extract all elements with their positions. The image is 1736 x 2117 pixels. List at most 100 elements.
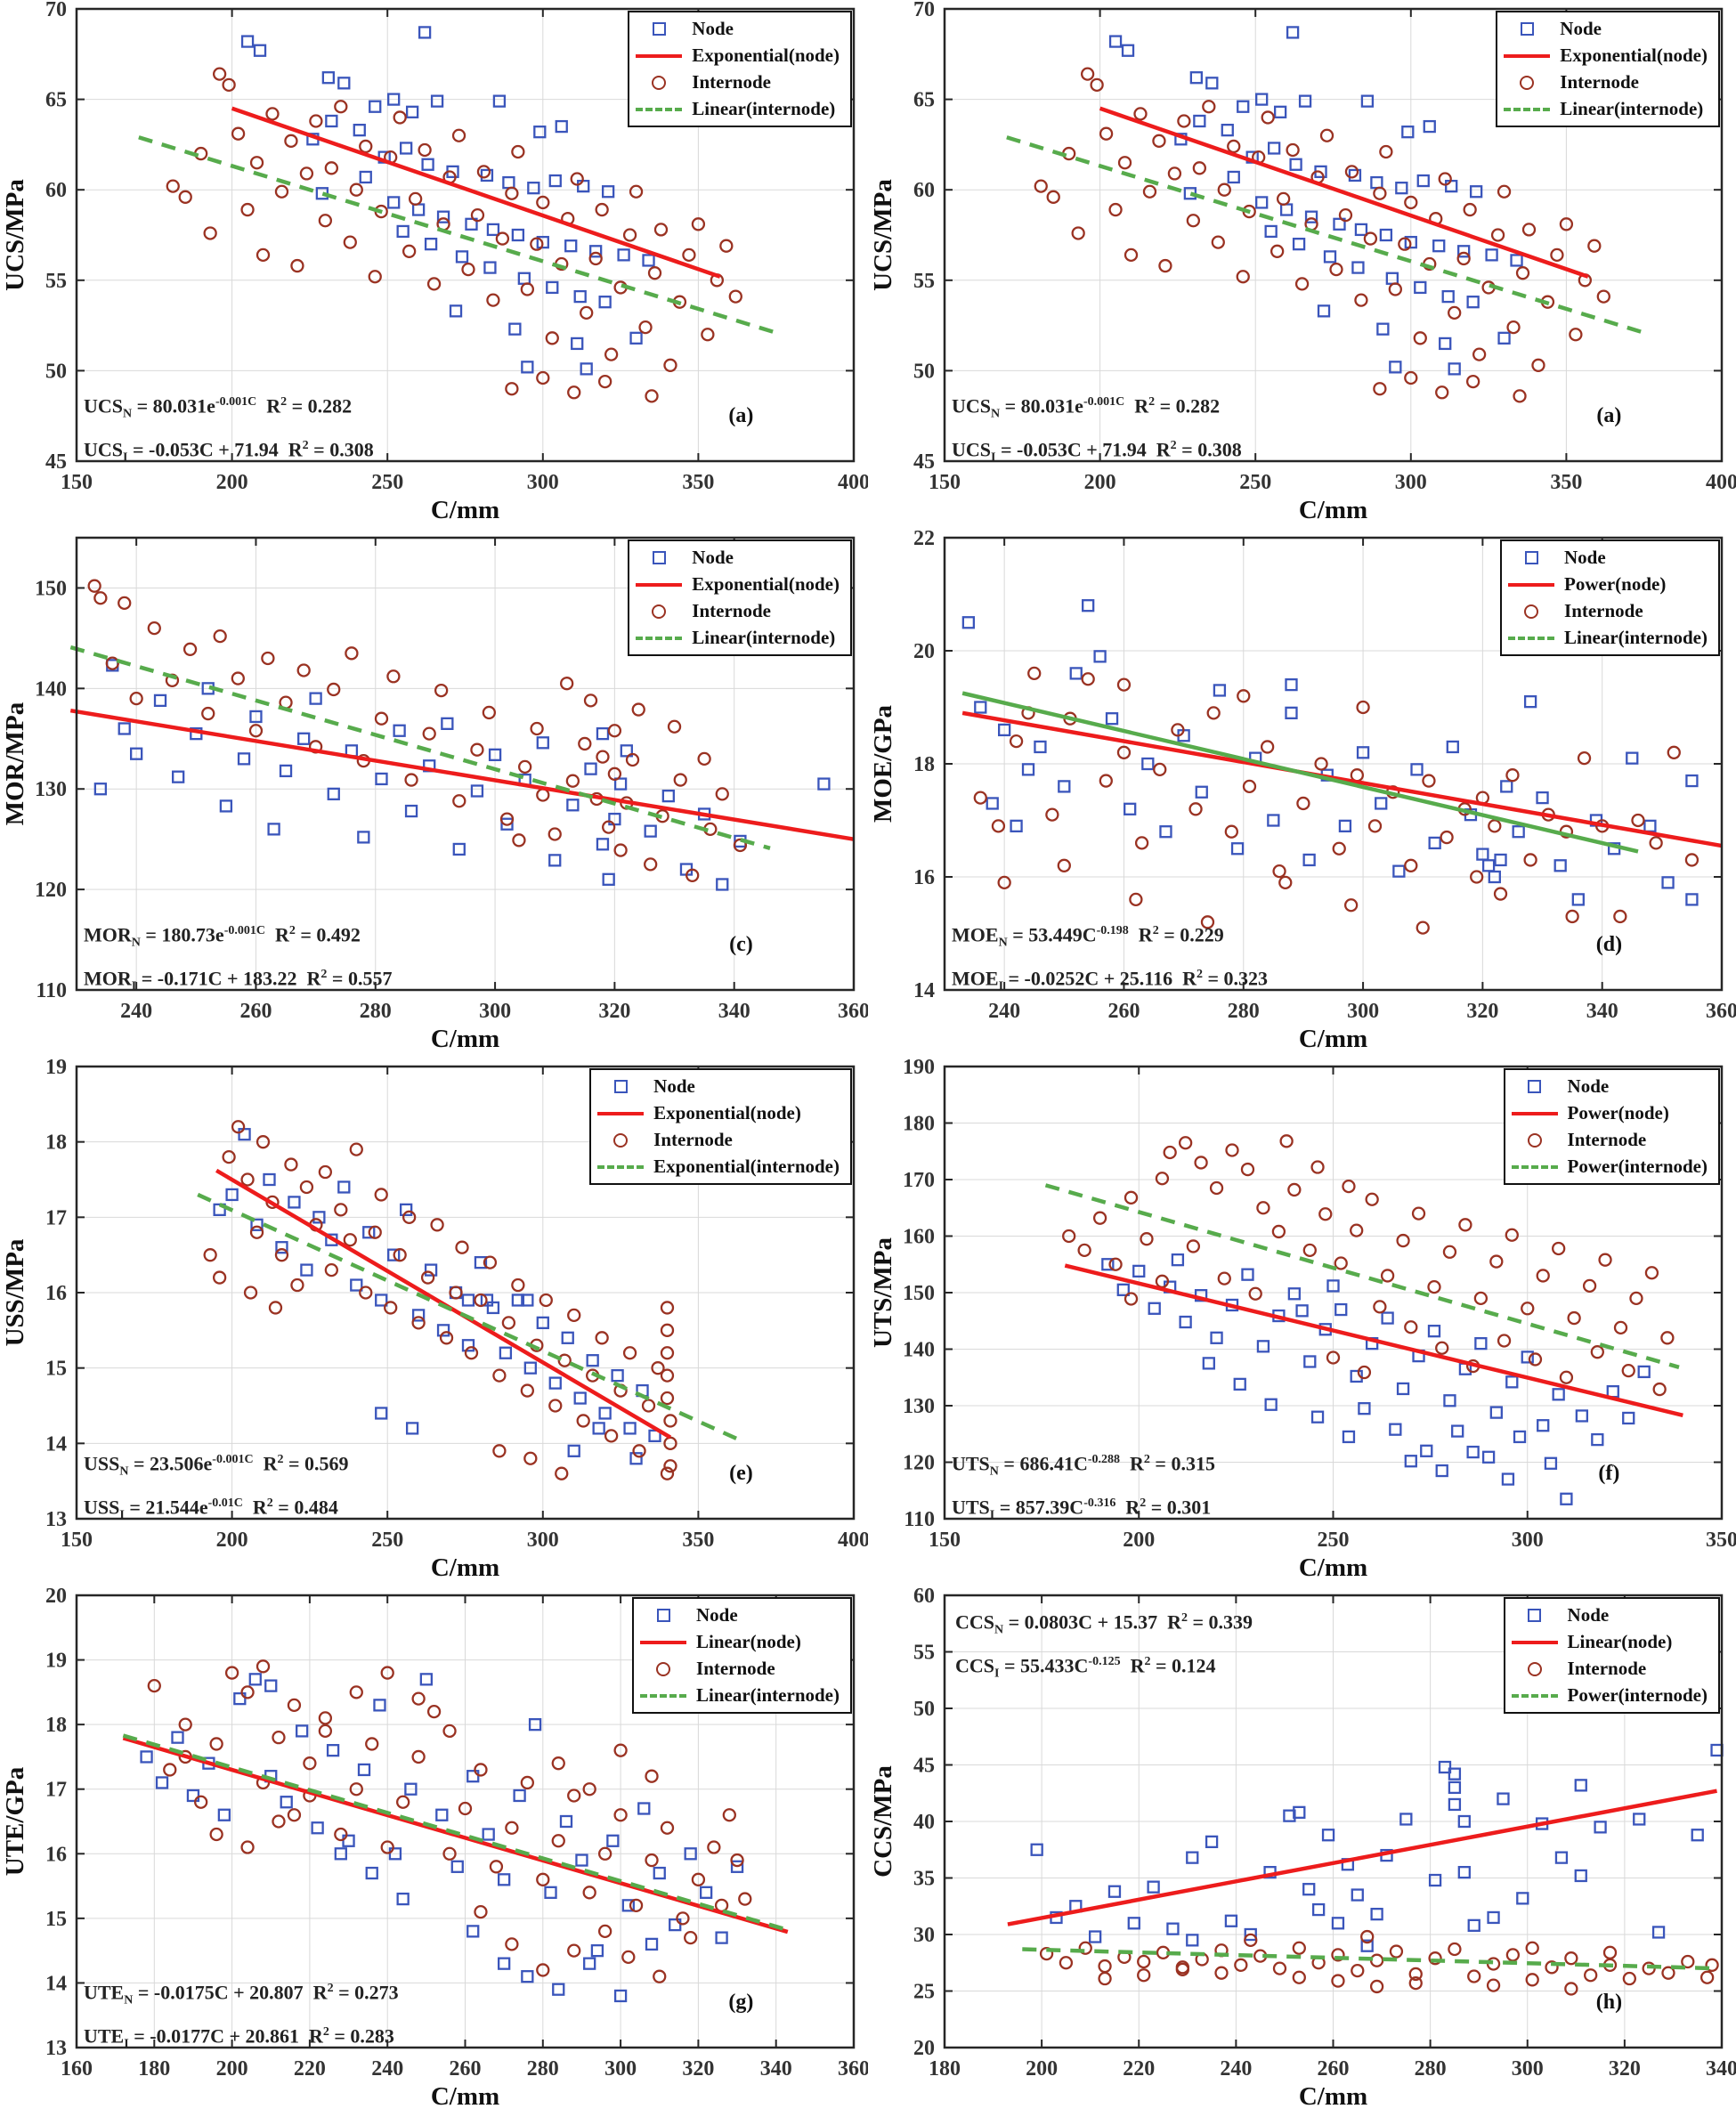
fit-equations: UCSN = 80.031e-0.001C R2 = 0.282 UCSI = -… bbox=[952, 386, 1242, 473]
panel-letter: (e) bbox=[729, 1462, 753, 1485]
svg-text:350: 350 bbox=[1550, 471, 1582, 494]
svg-text:35: 35 bbox=[913, 1868, 935, 1891]
legend-label: Linear(internode) bbox=[1560, 98, 1704, 119]
legend-item: Node bbox=[635, 546, 840, 570]
green-dash-icon bbox=[1503, 107, 1551, 111]
green-dash-icon bbox=[596, 1164, 645, 1169]
legend-label: Linear(internode) bbox=[692, 627, 836, 648]
x-tick-labels: 150 200 250 300 350 bbox=[929, 1529, 1736, 1552]
blue-square-icon bbox=[1503, 22, 1551, 36]
svg-text:180: 180 bbox=[138, 2057, 170, 2080]
equation-line: UCSI = -0.053C + 71.94 R2 = 0.308 bbox=[952, 438, 1242, 465]
internode-points bbox=[166, 67, 742, 403]
equation-line: USSI = 21.544e-0.01C R2 = 0.484 bbox=[84, 1496, 338, 1522]
legend-label: Power(node) bbox=[1567, 1102, 1669, 1123]
legend-item: Exponential(node) bbox=[635, 44, 840, 68]
legend-label: Node bbox=[1567, 1604, 1610, 1626]
legend-item: Linear(internode) bbox=[635, 97, 840, 121]
y-axis-label: UCS/MPa bbox=[1, 179, 29, 291]
y-tick-labels: 13 14 15 16 17 18 19 bbox=[45, 1058, 67, 1531]
svg-text:160: 160 bbox=[903, 1226, 935, 1249]
equation-line: CCSI = 55.433C-0.125 R2 = 0.124 bbox=[955, 1654, 1216, 1681]
svg-text:14: 14 bbox=[45, 1432, 67, 1456]
y-tick-labels: 110 120 130 140 150 160 170 180 190 bbox=[903, 1058, 935, 1531]
tick-marks bbox=[945, 537, 1723, 991]
legend-label: Internode bbox=[692, 600, 771, 621]
legend-label: Node bbox=[1560, 18, 1602, 39]
x-axis-label: C/mm bbox=[1299, 496, 1367, 524]
svg-text:280: 280 bbox=[360, 1000, 392, 1023]
chart-panel-f: 150 200 250 300 350 110 120 130 140 150 160 170 180 1… bbox=[868, 1058, 1736, 1586]
svg-text:16: 16 bbox=[913, 866, 935, 889]
svg-text:18: 18 bbox=[45, 1714, 67, 1737]
legend-label: Exponential(node) bbox=[653, 1102, 801, 1123]
chart-panel-a2: 150 200 250 300 350 400 45 50 55 60 65 70 C/mm UCS/MP… bbox=[868, 0, 1736, 529]
svg-text:18: 18 bbox=[913, 753, 935, 776]
legend: Node Exponential(node) Internode Linear(int… bbox=[628, 11, 852, 127]
panel-letter: (g) bbox=[728, 1991, 753, 2014]
green-dash-icon bbox=[1511, 1164, 1559, 1169]
legend-item: Linear(internode) bbox=[1503, 97, 1708, 121]
x-tick-labels: 240 260 280 300 320 340 360 bbox=[988, 1000, 1736, 1023]
svg-text:13: 13 bbox=[45, 2037, 67, 2060]
legend-item: Internode bbox=[1511, 1657, 1708, 1681]
y-axis-label: UTS/MPa bbox=[869, 1237, 897, 1348]
x-tick-labels: 160 180 200 220 240 260 280 300 320 340 360 bbox=[61, 2057, 868, 2080]
legend-item: Internode bbox=[635, 70, 840, 94]
blue-square-icon bbox=[1511, 1609, 1559, 1622]
blue-square-icon bbox=[1511, 1080, 1559, 1093]
svg-text:320: 320 bbox=[598, 1000, 630, 1023]
chart-d-plot: 240 260 280 300 320 340 360 14 16 18 20 22 C/mm MOE/G… bbox=[869, 529, 1736, 1053]
equation-line: UTEI = -0.0177C + 20.861 R2 = 0.283 bbox=[84, 2024, 394, 2051]
y-tick-labels: 45 50 55 60 65 70 bbox=[913, 0, 935, 474]
chart-panel-e: 150 200 250 300 350 400 13 14 15 16 17 18 19 C/mm USS/… bbox=[0, 1058, 868, 1586]
svg-text:65: 65 bbox=[913, 89, 935, 112]
internode-fit-line bbox=[122, 1733, 789, 1933]
svg-text:40: 40 bbox=[913, 1811, 935, 1834]
red-circle-icon bbox=[1507, 604, 1555, 619]
equation-line: USSN = 23.506e-0.001C R2 = 0.569 bbox=[84, 1452, 349, 1479]
fit-equations: MOEN = 53.449C-0.198 R2 = 0.229 MOEI = -0… bbox=[952, 915, 1268, 1002]
red-line-icon bbox=[1511, 1640, 1559, 1644]
legend-label: Linear(node) bbox=[696, 1631, 801, 1652]
legend-item: Power(node) bbox=[1507, 572, 1708, 596]
svg-text:60: 60 bbox=[913, 179, 935, 202]
y-tick-labels: 14 16 18 20 22 bbox=[913, 529, 935, 1002]
internode-points bbox=[87, 579, 748, 882]
equation-line: CCSN = 0.0803C + 15.37 R2 = 0.339 bbox=[955, 1610, 1253, 1637]
equation-line: UCSN = 80.031e-0.001C R2 = 0.282 bbox=[84, 394, 353, 421]
x-tick-labels: 150 200 250 300 350 400 bbox=[61, 1529, 868, 1552]
svg-text:15: 15 bbox=[45, 1908, 67, 1931]
internode-points bbox=[1034, 67, 1610, 403]
svg-text:240: 240 bbox=[1220, 2057, 1252, 2080]
svg-text:180: 180 bbox=[929, 2057, 961, 2080]
svg-text:50: 50 bbox=[913, 1698, 935, 1721]
fit-equations: UTEN = -0.0175C + 20.807 R2 = 0.273 UTEI … bbox=[84, 1973, 399, 2059]
red-line-icon bbox=[1511, 1111, 1559, 1115]
svg-text:140: 140 bbox=[903, 1339, 935, 1362]
svg-text:280: 280 bbox=[527, 2057, 559, 2080]
svg-text:400: 400 bbox=[838, 471, 868, 494]
svg-text:60: 60 bbox=[913, 1586, 935, 1608]
legend-label: Internode bbox=[696, 1658, 775, 1679]
legend-label: Node bbox=[696, 1604, 738, 1626]
equation-line: MOEN = 53.449C-0.198 R2 = 0.229 bbox=[952, 923, 1224, 950]
svg-text:110: 110 bbox=[36, 979, 67, 1002]
svg-text:320: 320 bbox=[682, 2057, 714, 2080]
node-points bbox=[140, 1673, 744, 2003]
svg-text:150: 150 bbox=[929, 1529, 961, 1552]
equation-line: UCSN = 80.031e-0.001C R2 = 0.282 bbox=[952, 394, 1221, 421]
svg-text:55: 55 bbox=[45, 270, 67, 293]
svg-text:300: 300 bbox=[479, 1000, 511, 1023]
axes-box bbox=[943, 7, 1724, 463]
blue-square-icon bbox=[1507, 551, 1555, 564]
x-axis-label: C/mm bbox=[431, 1553, 499, 1582]
green-dash-icon bbox=[1511, 1693, 1559, 1698]
legend-label: Node bbox=[1567, 1075, 1610, 1097]
svg-text:200: 200 bbox=[216, 471, 248, 494]
legend-item: Node bbox=[1511, 1603, 1708, 1627]
svg-text:360: 360 bbox=[838, 1000, 868, 1023]
svg-text:55: 55 bbox=[913, 1642, 935, 1665]
legend-label: Node bbox=[692, 18, 734, 39]
legend: Node Linear(node) Internode Power(internode… bbox=[1503, 1597, 1720, 1714]
